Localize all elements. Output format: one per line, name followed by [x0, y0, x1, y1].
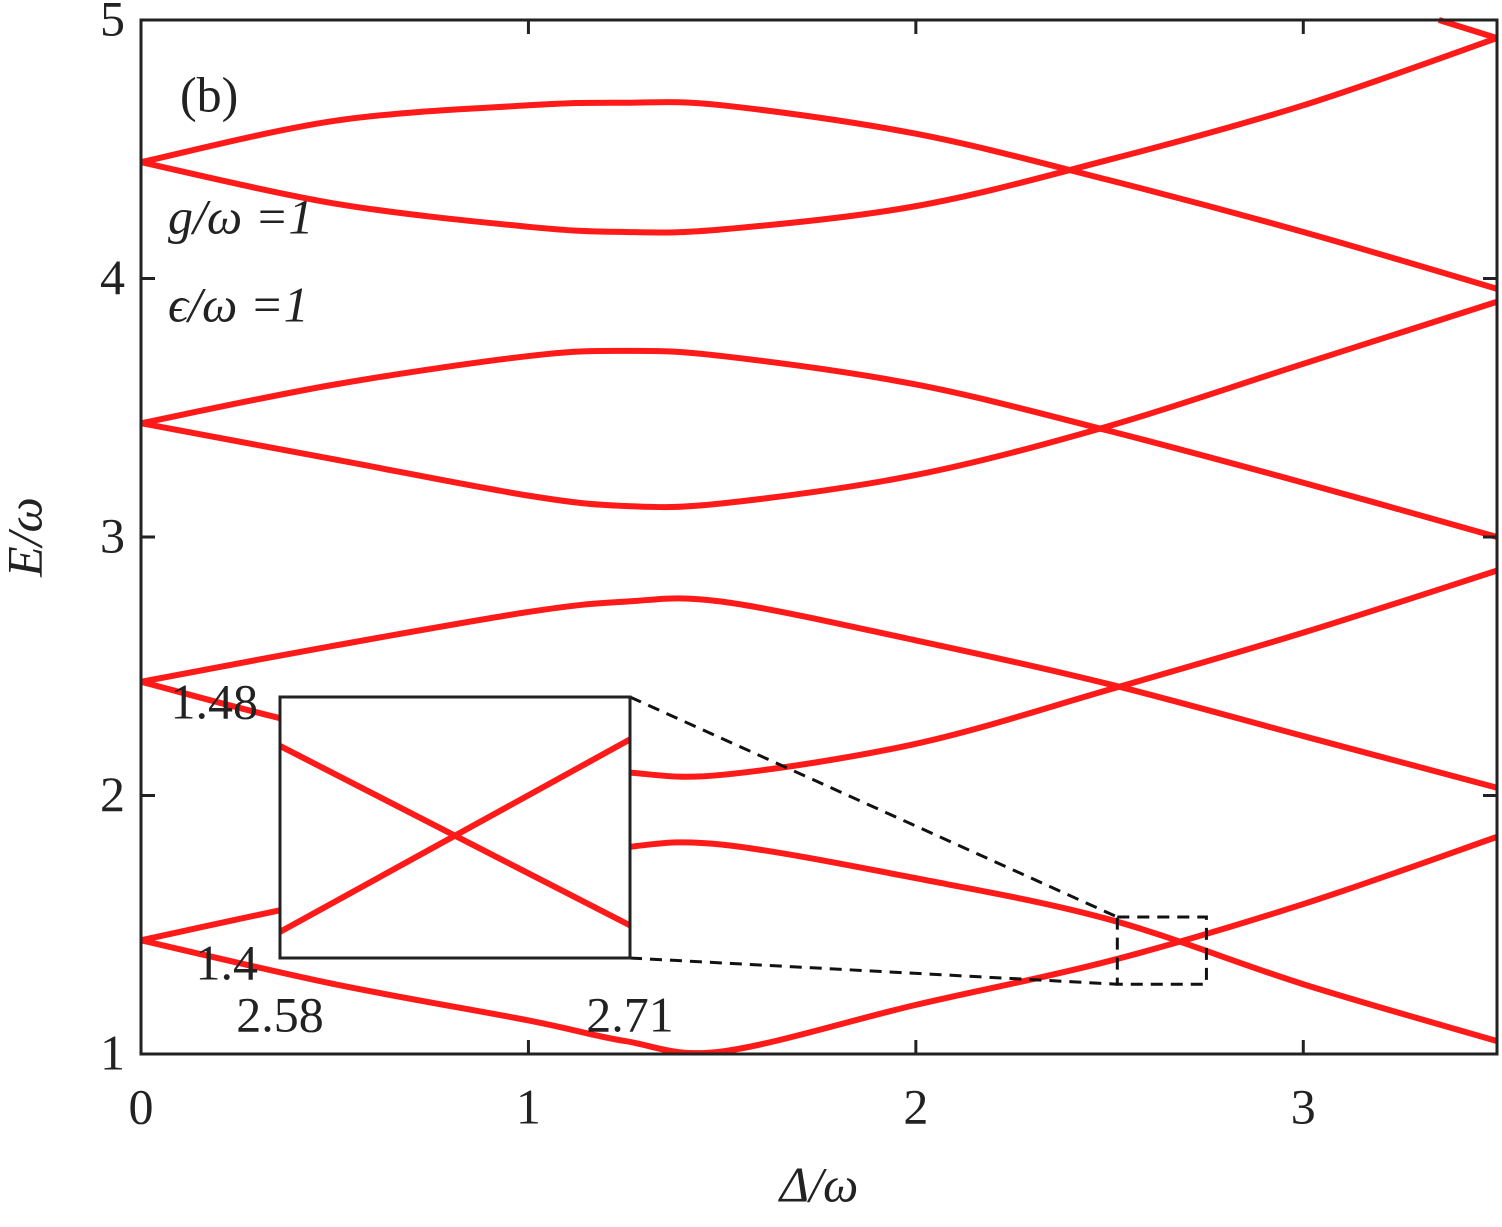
line-series	[141, 35, 1498, 236]
connector	[629, 956, 1118, 986]
line-series	[141, 298, 1498, 511]
y-tick-label: 2	[100, 766, 125, 822]
x-tick-label: 2	[903, 1078, 928, 1134]
y-tick-label: 5	[100, 0, 125, 46]
connector	[629, 695, 1118, 919]
line-series	[141, 595, 1498, 791]
inset-x-tick-label: 2.58	[236, 986, 324, 1042]
y-tick-label: 3	[100, 507, 125, 563]
annotation: ϵ/ω =1	[168, 276, 309, 332]
y-tick-label: 1	[100, 1024, 125, 1080]
x-tick-label: 1	[516, 1078, 541, 1134]
x-tick-label: 3	[1291, 1078, 1316, 1134]
x-axis-label: Δ/ω	[778, 1156, 859, 1212]
inset-frame	[278, 695, 632, 960]
inset-y-tick-label: 1.48	[171, 673, 259, 729]
line-series	[1437, 17, 1498, 41]
zoom-box	[1115, 915, 1208, 986]
inset-y-tick-label: 1.4	[196, 934, 259, 990]
y-axis-label: E/ω	[0, 497, 52, 578]
inset-background	[280, 697, 630, 958]
y-tick-label: 4	[100, 249, 125, 305]
line-series	[278, 743, 632, 929]
x-tick-label: 0	[129, 1078, 154, 1134]
line-series	[141, 834, 1498, 1054]
line-series	[141, 99, 1498, 292]
line-series	[141, 347, 1498, 540]
panel-label: (b)	[180, 66, 238, 122]
inset-x-tick-label: 2.71	[586, 986, 674, 1042]
